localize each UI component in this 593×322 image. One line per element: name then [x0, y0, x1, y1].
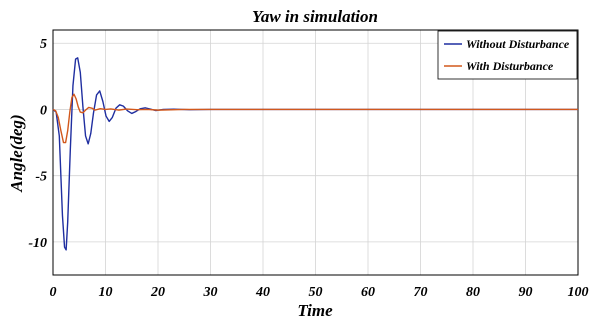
series-line-with-disturbance [52, 93, 578, 144]
x-tick-label: 70 [414, 285, 428, 300]
legend-box [437, 30, 578, 80]
legend: Without Disturbance With Disturbance [437, 30, 578, 80]
x-tick-label: 40 [255, 285, 270, 300]
x-tick-label: 100 [568, 285, 589, 300]
y-tick-label: -10 [28, 236, 47, 251]
x-tick-label: 30 [203, 285, 218, 300]
y-axis-label: Angle(deg) [7, 114, 26, 192]
x-tick-label: 60 [361, 285, 375, 300]
y-tick-label: -5 [35, 170, 47, 185]
series-lines [52, 57, 578, 251]
x-tick-label: 20 [150, 285, 165, 300]
legend-label-with-disturbance: With Disturbance [466, 59, 554, 73]
legend-label-without-disturbance: Without Disturbance [466, 37, 570, 51]
plot-frame [52, 29, 579, 276]
x-tick-label: 90 [519, 285, 533, 300]
x-tick-label: 0 [50, 285, 57, 300]
y-tick-label: 0 [40, 103, 47, 118]
x-axis-label: Time [297, 301, 333, 320]
x-tick-label: 80 [466, 285, 480, 300]
y-tick-label: 5 [40, 37, 47, 52]
x-tick-label: 50 [309, 285, 323, 300]
chart-title: Yaw in simulation [252, 7, 378, 26]
x-tick-label: 10 [99, 285, 113, 300]
